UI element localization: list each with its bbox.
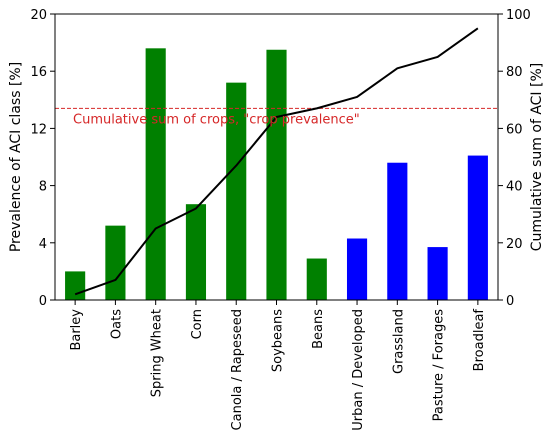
left-tick-label: 12 xyxy=(30,122,47,137)
left-tick-label: 20 xyxy=(30,8,47,23)
bar xyxy=(387,162,408,300)
bar xyxy=(266,49,287,300)
left-axis-label: Prevalence of ACI class [%] xyxy=(8,62,24,252)
x-tick-label: Spring Wheat xyxy=(150,309,165,397)
bar xyxy=(467,155,488,300)
left-axis-ticks: 0 4 8 12 16 20 xyxy=(30,8,55,309)
x-axis-ticks: Barley Oats Spring Wheat Corn Canola / Rapes… xyxy=(69,300,487,431)
right-tick-label: 40 xyxy=(506,180,523,195)
left-tick-label: 8 xyxy=(39,180,47,195)
right-axis-ticks: 0 20 40 60 80 100 xyxy=(498,8,531,309)
x-tick-label: Grassland xyxy=(391,309,406,374)
bar xyxy=(185,204,207,300)
right-tick-label: 20 xyxy=(506,237,523,252)
bar xyxy=(346,238,368,300)
bar xyxy=(306,258,327,300)
reference-line-label: Cumulative sum of crops, "crop prevalenc… xyxy=(73,112,360,127)
right-tick-label: 80 xyxy=(506,65,523,80)
x-tick-label: Broadleaf xyxy=(472,309,487,372)
x-tick-label: Oats xyxy=(109,309,124,339)
x-tick-label: Barley xyxy=(69,309,84,351)
bar-series xyxy=(65,48,488,300)
right-tick-label: 60 xyxy=(506,122,523,137)
x-tick-label: Soybeans xyxy=(271,309,286,372)
series-line xyxy=(74,27,479,296)
left-tick-label: 16 xyxy=(30,65,47,80)
x-tick-label: Canola / Rapeseed xyxy=(230,309,245,430)
bar xyxy=(226,82,247,300)
cumulative-line-layer xyxy=(74,27,479,296)
x-tick-label: Pasture / Forages xyxy=(432,309,447,422)
right-axis-label: Cumulative sum of ACI [%] xyxy=(529,63,545,251)
right-tick-label: 100 xyxy=(506,8,531,23)
bar xyxy=(105,225,126,300)
bar xyxy=(427,247,448,300)
right-tick-label: 0 xyxy=(506,294,514,309)
bar xyxy=(65,271,86,300)
x-tick-label: Urban / Developed xyxy=(351,309,366,431)
left-tick-label: 0 xyxy=(39,294,47,309)
x-tick-label: Corn xyxy=(190,309,205,339)
x-tick-label: Beans xyxy=(311,309,326,349)
bar xyxy=(145,48,166,300)
left-tick-label: 4 xyxy=(39,237,47,252)
